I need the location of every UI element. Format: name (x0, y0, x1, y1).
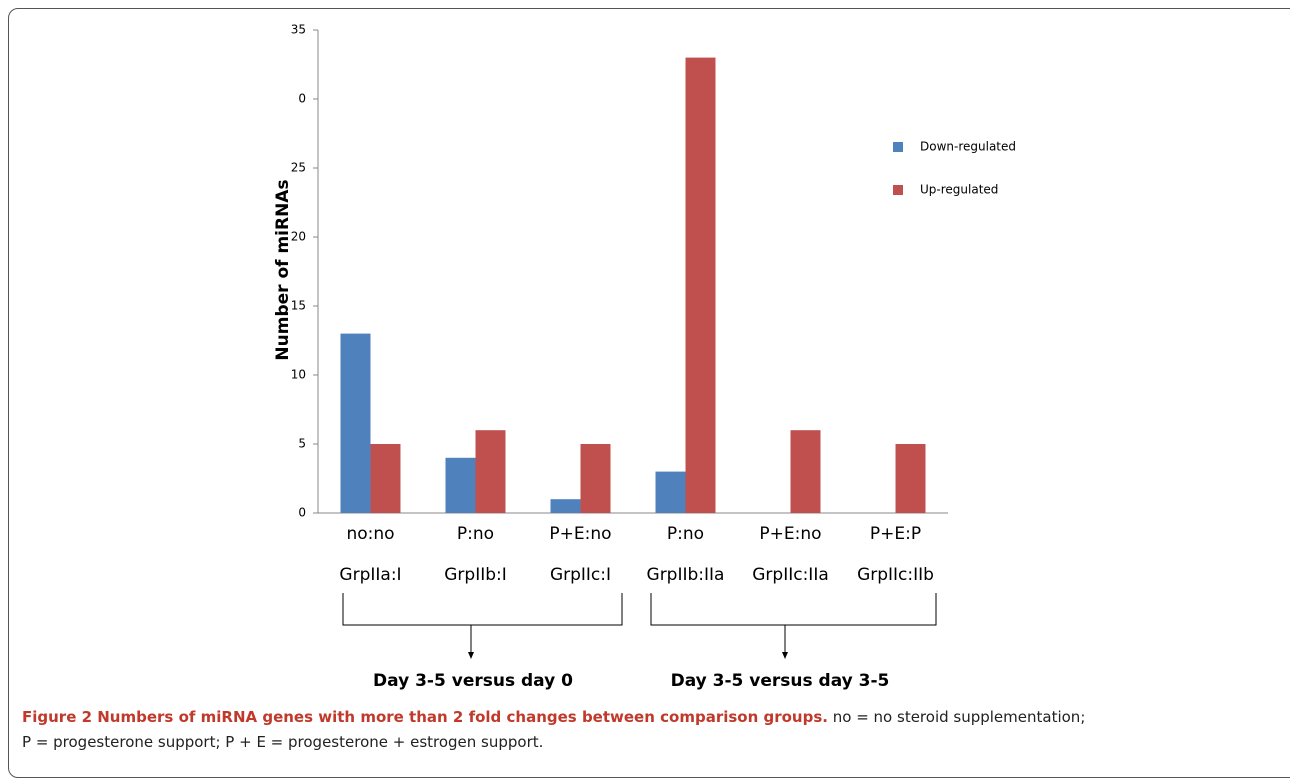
x-tick-label: P:no (457, 524, 494, 544)
x-tick-label: GrpIIb:I (444, 565, 507, 585)
y-tick-label: 25 (291, 161, 306, 175)
x-tick-label: P:no (667, 524, 704, 544)
x-tick-label: GrpIIa:I (339, 565, 401, 585)
bar (685, 57, 716, 513)
arrow-head (782, 652, 788, 659)
caption-text: P = progesterone support; P + E = proges… (22, 733, 544, 751)
bar (370, 444, 401, 513)
bar (550, 499, 581, 513)
bar (445, 457, 476, 513)
y-tick-label: 10 (291, 368, 306, 382)
bar (655, 471, 686, 513)
y-tick-label: 0 (298, 92, 306, 106)
group-label: Day 3-5 versus day 0 (373, 671, 573, 691)
bar (790, 430, 821, 513)
caption-title: Figure 2 Numbers of miRNA genes with mor… (22, 708, 828, 726)
caption-line: Figure 2 Numbers of miRNA genes with mor… (22, 708, 1085, 726)
legend-label: Down-regulated (920, 140, 1016, 154)
y-tick-label: 15 (291, 299, 306, 313)
arrow-head (468, 652, 474, 659)
bar (895, 444, 926, 513)
y-tick-label: 20 (291, 230, 306, 244)
caption-text: no = no steroid supplementation; (832, 708, 1086, 726)
x-tick-label: GrpIIc:I (550, 565, 611, 585)
caption-line: P = progesterone support; P + E = proges… (22, 733, 543, 751)
y-tick-label: 35 (291, 23, 306, 37)
x-tick-label: GrpIIc:IIa (752, 565, 829, 585)
bar (340, 333, 371, 513)
x-tick-label: P+E:no (549, 524, 611, 544)
y-tick-label: 5 (298, 437, 306, 451)
chart: Number of miRNAs 0 5 10 15 20 25 0 35 no:no GrpII… (273, 23, 1016, 692)
y-axis-label: Number of miRNAs (273, 179, 293, 360)
bracket (650, 593, 937, 626)
legend-swatch (893, 185, 903, 195)
bar (475, 430, 506, 513)
x-tick-label: GrpIIc:IIb (857, 565, 934, 585)
x-tick-label: GrpIIb:IIa (647, 565, 725, 585)
legend-swatch (893, 142, 903, 152)
y-tick-label: 0 (298, 506, 306, 520)
x-tick-label: P+E:no (759, 524, 821, 544)
bracket (342, 593, 623, 626)
legend-label: Up-regulated (920, 183, 998, 197)
group-label: Day 3-5 versus day 3-5 (671, 671, 890, 691)
x-tick-label: P+E:P (870, 524, 921, 544)
bar (580, 444, 611, 513)
x-tick-label: no:no (346, 524, 394, 544)
